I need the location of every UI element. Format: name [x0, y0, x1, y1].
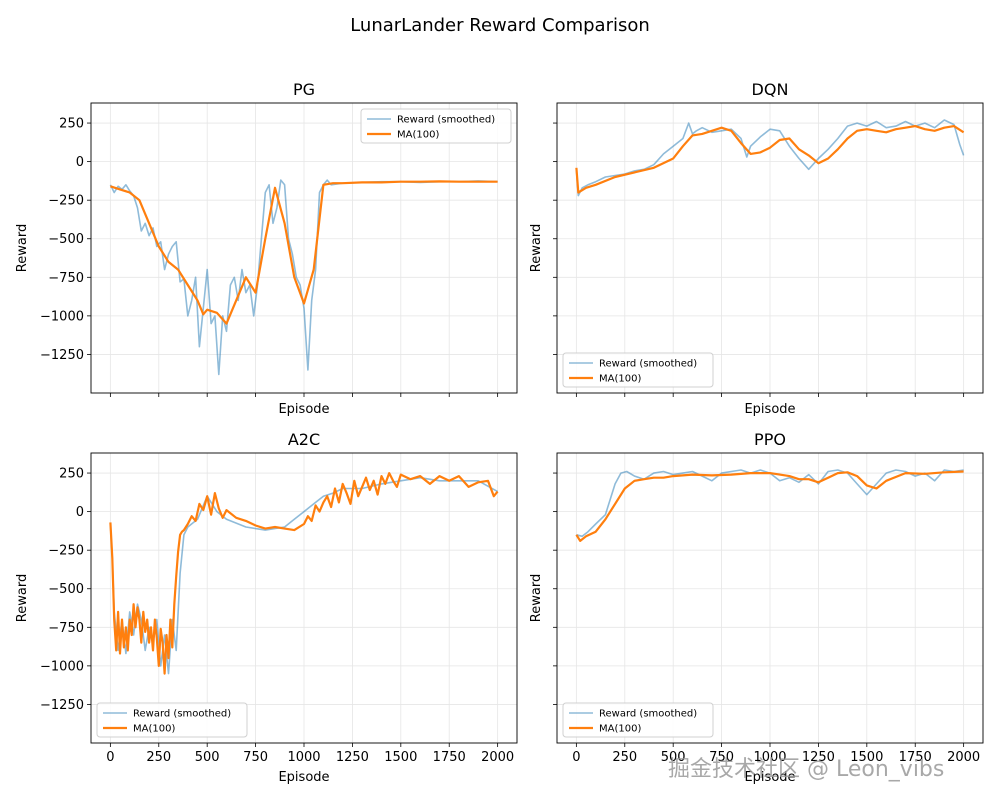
- panels: 250 0 −250 −500 −750 −1000 −1250 PG Episode Rewar…: [15, 80, 984, 785]
- legend: Reward (smoothed) MA(100): [562, 702, 714, 738]
- subplot-a2c: 0 250 500 750 1000 1250 1500 1750 2000 250 0 −250 −5…: [15, 430, 518, 785]
- x-tick-label: 1750: [899, 750, 932, 765]
- x-tick-label: 1750: [433, 750, 466, 765]
- legend-box: [562, 352, 714, 388]
- x-tick-label: 0: [572, 750, 580, 765]
- x-axis-label: Episode: [744, 402, 795, 417]
- x-tick-label: 2000: [947, 750, 980, 765]
- subplot-title: PPO: [754, 430, 786, 449]
- series-line-raw: [576, 469, 964, 538]
- x-tick-label: 250: [612, 750, 637, 765]
- x-tick-label: 1250: [336, 750, 369, 765]
- subplot-ppo: 0 250 500 750 1000 1250 1500 1750 2000 PPO Episode…: [529, 430, 984, 785]
- x-tick-label: 1500: [850, 750, 883, 765]
- legend-label: MA(100): [133, 724, 175, 735]
- subplot-title: A2C: [288, 430, 320, 449]
- y-tick-label: −250: [48, 544, 84, 559]
- legend-label: MA(100): [599, 724, 641, 735]
- y-tick-label: 0: [76, 505, 84, 520]
- legend-label: Reward (smoothed): [599, 359, 697, 370]
- y-tick-label: −1000: [40, 309, 84, 324]
- legend-box: [96, 702, 248, 738]
- y-tick-label: −750: [48, 271, 84, 286]
- series-line-ma: [109, 472, 499, 675]
- legend-label: MA(100): [599, 374, 641, 385]
- series-line-ma: [110, 180, 498, 325]
- legend: Reward (smoothed) MA(100): [360, 108, 512, 144]
- x-tick-label: 500: [661, 750, 686, 765]
- x-tick-label: 250: [146, 750, 171, 765]
- y-tick-label: −500: [48, 582, 84, 597]
- y-tick-label: −500: [48, 232, 84, 247]
- x-tick-label: 750: [709, 750, 734, 765]
- y-axis-label: Reward: [15, 224, 30, 272]
- legend-label: MA(100): [397, 130, 439, 141]
- y-tick-label: 250: [59, 117, 84, 132]
- y-tick-label: 0: [76, 155, 84, 170]
- y-tick-label: −1000: [40, 659, 84, 674]
- subplot-dqn: DQN Episode Reward Reward (smoothed) MA(100): [529, 80, 984, 417]
- legend: Reward (smoothed) MA(100): [96, 702, 248, 738]
- y-tick-label: −1250: [40, 698, 84, 713]
- series-line-ma: [575, 125, 965, 194]
- x-axis-label: Episode: [278, 402, 329, 417]
- y-axis-label: Reward: [15, 574, 30, 622]
- subplot-title: DQN: [752, 80, 789, 99]
- x-tick-label: 0: [106, 750, 114, 765]
- legend-box: [562, 702, 714, 738]
- legend-label: Reward (smoothed): [397, 115, 495, 126]
- x-axis-label: Episode: [278, 770, 329, 785]
- legend: Reward (smoothed) MA(100): [562, 352, 714, 388]
- legend-box: [360, 108, 512, 144]
- x-tick-label: 1250: [802, 750, 835, 765]
- figure-title: LunarLander Reward Comparison: [350, 15, 650, 36]
- legend-label: Reward (smoothed): [133, 709, 231, 720]
- subplot-title: PG: [293, 80, 315, 99]
- x-tick-label: 1000: [753, 750, 786, 765]
- x-axis-label: Episode: [744, 770, 795, 785]
- subplot-pg: 250 0 −250 −500 −750 −1000 −1250 PG Episode Rewar…: [15, 80, 518, 417]
- x-tick-label: 500: [195, 750, 220, 765]
- y-tick-label: 250: [59, 467, 84, 482]
- legend-label: Reward (smoothed): [599, 709, 697, 720]
- x-tick-label: 750: [243, 750, 268, 765]
- series-line-ma: [575, 470, 964, 542]
- x-tick-label: 1000: [287, 750, 320, 765]
- y-tick-label: −1250: [40, 348, 84, 363]
- y-tick-label: −250: [48, 194, 84, 209]
- x-tick-label: 1500: [384, 750, 417, 765]
- series-line-raw: [575, 119, 965, 197]
- x-tick-label: 2000: [481, 750, 514, 765]
- y-tick-label: −750: [48, 621, 84, 636]
- y-axis-label: Reward: [529, 574, 544, 622]
- y-axis-label: Reward: [529, 224, 544, 272]
- watermark: 掘金技术社区 @ Leon_vibs: [668, 757, 944, 782]
